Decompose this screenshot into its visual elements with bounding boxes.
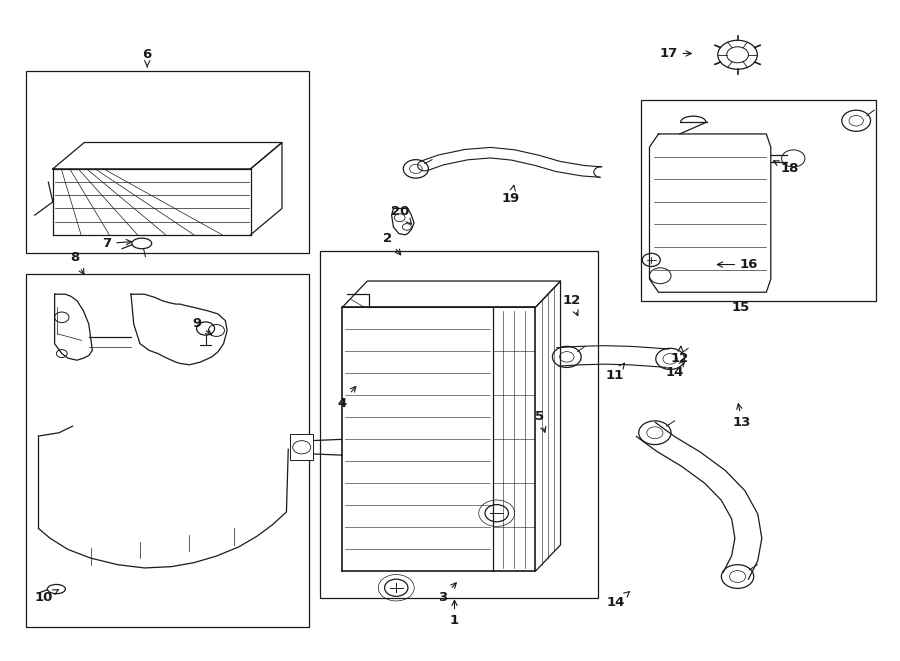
Text: 4: 4	[338, 387, 356, 410]
Text: 9: 9	[192, 317, 211, 334]
Text: 17: 17	[659, 47, 691, 60]
Text: 10: 10	[34, 590, 58, 604]
Text: 18: 18	[773, 161, 799, 175]
Text: 12: 12	[562, 294, 580, 315]
Bar	[641, 100, 876, 301]
Text: 19: 19	[502, 185, 520, 205]
Text: 8: 8	[70, 251, 84, 274]
Text: 7: 7	[103, 237, 131, 250]
Text: 11: 11	[606, 364, 625, 382]
Text: 6: 6	[142, 48, 152, 67]
Text: 13: 13	[733, 404, 751, 430]
Text: 3: 3	[438, 583, 456, 604]
Text: 14: 14	[665, 361, 685, 379]
Bar	[26, 71, 309, 253]
Bar	[320, 251, 598, 598]
Text: 1: 1	[450, 600, 459, 627]
Text: 2: 2	[382, 231, 400, 255]
Text: 16: 16	[717, 258, 759, 271]
Text: 5: 5	[536, 410, 546, 432]
Bar	[290, 434, 312, 461]
Text: 20: 20	[392, 206, 411, 224]
Text: 14: 14	[608, 592, 629, 609]
Text: 15: 15	[731, 301, 750, 314]
Bar	[26, 274, 309, 627]
Text: 12: 12	[670, 346, 689, 366]
